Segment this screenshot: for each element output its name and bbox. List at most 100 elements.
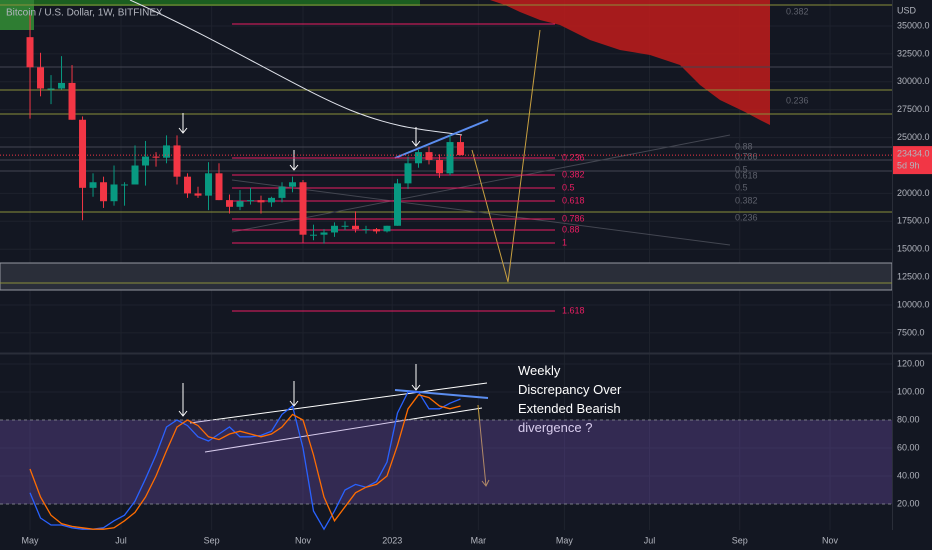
- candle-body: [393, 183, 401, 226]
- x-tick-label: Nov: [822, 535, 839, 545]
- y-tick-label: 12500.0: [897, 271, 930, 281]
- fib-label: 0.618: [562, 195, 585, 205]
- candle-body: [37, 67, 45, 89]
- arrow: [178, 383, 188, 417]
- band: [0, 419, 892, 504]
- arrow: [411, 364, 421, 391]
- y-tick-label: 35000.0: [897, 20, 930, 30]
- y-tick-label: 30000.0: [897, 76, 930, 86]
- y-tick-label: 17500.0: [897, 216, 930, 226]
- candle-body: [163, 145, 171, 158]
- levels: [0, 4, 892, 284]
- fib-label: 1: [562, 237, 567, 247]
- price-tag-label: 23434.0: [897, 148, 930, 158]
- candle-body: [110, 184, 118, 202]
- y-tick-label: 7500.0: [897, 327, 925, 337]
- candle-body: [79, 119, 87, 188]
- candle-body: [215, 173, 223, 201]
- candle-body: [47, 88, 55, 90]
- candle-body: [58, 82, 66, 89]
- y-tick-label: 27500.0: [897, 104, 930, 114]
- y-tick-label: 20.00: [897, 498, 920, 508]
- x-tick-label: Sep: [204, 535, 220, 545]
- trend: [231, 179, 731, 246]
- candle-body: [68, 82, 76, 120]
- annotation-line: Discrepancy Over: [518, 382, 622, 397]
- fib-label: 0.786: [735, 151, 758, 161]
- x-tick-label: 2023: [382, 535, 402, 545]
- zone: [0, 262, 893, 291]
- candle-body: [257, 200, 265, 203]
- fib-label: 0.88: [735, 141, 753, 151]
- fib-label: 0.786: [562, 213, 585, 223]
- candle-body: [268, 197, 276, 203]
- annotation-line: Weekly: [518, 363, 561, 378]
- candle-body: [289, 182, 297, 187]
- candle-body: [173, 145, 181, 177]
- fib-label: 0.382: [562, 169, 585, 179]
- candle-body: [320, 232, 328, 235]
- y-tick-label: 10000.0: [897, 299, 930, 309]
- annotation-line: divergence ?: [518, 420, 592, 435]
- trendline: [394, 119, 489, 159]
- chart-title: Bitcoin / U.S. Dollar, 1W, BITFINEX: [6, 8, 163, 19]
- x-tick-label: Jul: [115, 535, 127, 545]
- arrow: [411, 127, 421, 147]
- cloud-green: [0, 0, 420, 6]
- candle-body: [425, 152, 433, 160]
- channel: [189, 382, 488, 453]
- moving-average: [129, 0, 463, 136]
- candle-body: [383, 225, 391, 232]
- candle-body: [247, 200, 255, 202]
- projection: [471, 29, 541, 283]
- x-tick-label: Nov: [295, 535, 312, 545]
- fib-label: 0.618: [735, 170, 758, 180]
- fib-label: 0.382: [786, 6, 809, 16]
- candle-body: [331, 225, 338, 233]
- candle-body: [194, 193, 202, 196]
- stoch-line: [29, 391, 461, 531]
- fib-label: 0.236: [562, 152, 585, 162]
- candle-body: [89, 182, 97, 188]
- stoch-line: [29, 394, 461, 530]
- candle-body: [121, 184, 129, 186]
- arrow: [289, 381, 299, 407]
- cloud-red: [490, 0, 770, 125]
- y-tick-label: 80.00: [897, 414, 920, 424]
- candle-body: [205, 173, 213, 196]
- candle-body: [236, 201, 244, 207]
- y-tick-label: 20000.0: [897, 188, 930, 198]
- candle-body: [226, 200, 234, 207]
- x-tick-label: May: [556, 535, 574, 545]
- candle-body: [372, 229, 380, 232]
- y-tick-label: 15000.0: [897, 244, 930, 254]
- trendline: [394, 389, 489, 399]
- projection: [477, 404, 490, 487]
- y-tick-label: 60.00: [897, 442, 920, 452]
- candle-body: [184, 176, 192, 194]
- arrow: [178, 113, 188, 134]
- y-tick-label: 25000.0: [897, 132, 930, 142]
- fib-label: 0.5: [735, 164, 748, 174]
- candle-body: [152, 156, 160, 158]
- price-tag: [893, 146, 932, 175]
- candle-body: [26, 37, 34, 68]
- x-tick-label: May: [22, 535, 40, 545]
- x-tick-label: Mar: [471, 535, 487, 545]
- candle-body: [351, 225, 359, 230]
- y-tick-label: 120.00: [897, 358, 925, 368]
- fib-label: 0.382: [735, 195, 758, 205]
- arrow: [289, 150, 299, 171]
- candle-body: [142, 156, 150, 166]
- candle-body: [100, 182, 108, 202]
- candle-body: [341, 225, 349, 227]
- candle-body: [414, 152, 422, 164]
- candle-body: [362, 229, 370, 231]
- y-tick-label: 100.00: [897, 386, 925, 396]
- y-tick-label: 32500.0: [897, 48, 930, 58]
- y-tick-label: 40.00: [897, 470, 920, 480]
- fib-label: 0.5: [735, 182, 748, 192]
- candle-body: [278, 186, 286, 198]
- candle-body: [456, 142, 464, 156]
